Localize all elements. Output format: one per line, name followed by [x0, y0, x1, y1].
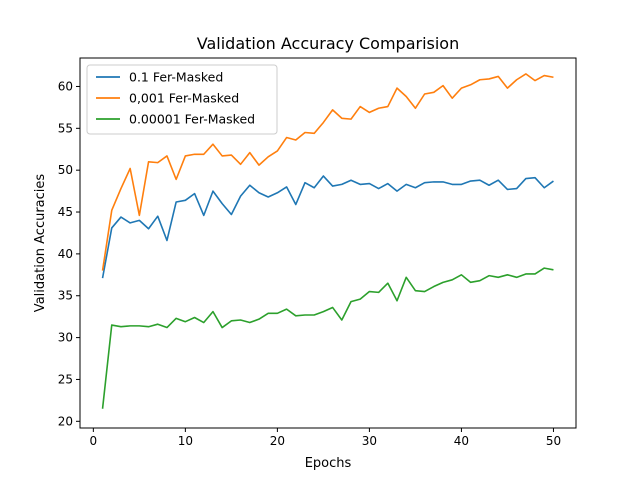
y-tick-label: 25 [58, 372, 73, 386]
y-tick-label: 30 [58, 331, 73, 345]
x-tick-label: 50 [546, 434, 561, 448]
y-tick-label: 50 [58, 163, 73, 177]
x-tick-label: 0 [90, 434, 98, 448]
series-line-1 [101, 175, 554, 279]
legend-label: 0,001 Fer-Masked [129, 91, 239, 106]
y-tick-label: 40 [58, 247, 73, 261]
x-tick-label: 20 [270, 434, 285, 448]
x-axis-label: Epochs [305, 456, 352, 471]
series-layer [101, 73, 554, 409]
y-tick-label: 60 [58, 79, 73, 93]
x-tick-label: 30 [362, 434, 377, 448]
series-line-3 [101, 267, 554, 409]
legend: 0.1 Fer-Masked 0,001 Fer-Masked 0.00001 Fe… [86, 64, 278, 135]
x-tick-label: 40 [454, 434, 469, 448]
series-line-2 [101, 73, 554, 271]
y-axis-ticks: 20 25 30 35 40 45 50 55 60 [58, 79, 80, 428]
chart-title: Validation Accuracy Comparision [197, 34, 459, 53]
legend-label: 0.1 Fer-Masked [129, 70, 223, 85]
plot-area [79, 57, 577, 429]
x-tick-label: 10 [178, 434, 193, 448]
plot-frame [79, 57, 577, 429]
y-tick-label: 45 [58, 205, 73, 219]
y-tick-label: 55 [58, 121, 73, 135]
legend-box [86, 64, 278, 135]
y-tick-label: 35 [58, 289, 73, 303]
y-axis-label: Validation Accuracies [33, 174, 48, 313]
y-tick-label: 20 [58, 414, 73, 428]
x-axis-ticks: 0 10 20 30 40 50 [90, 428, 561, 448]
legend-label: 0.00001 Fer-Masked [129, 112, 255, 127]
